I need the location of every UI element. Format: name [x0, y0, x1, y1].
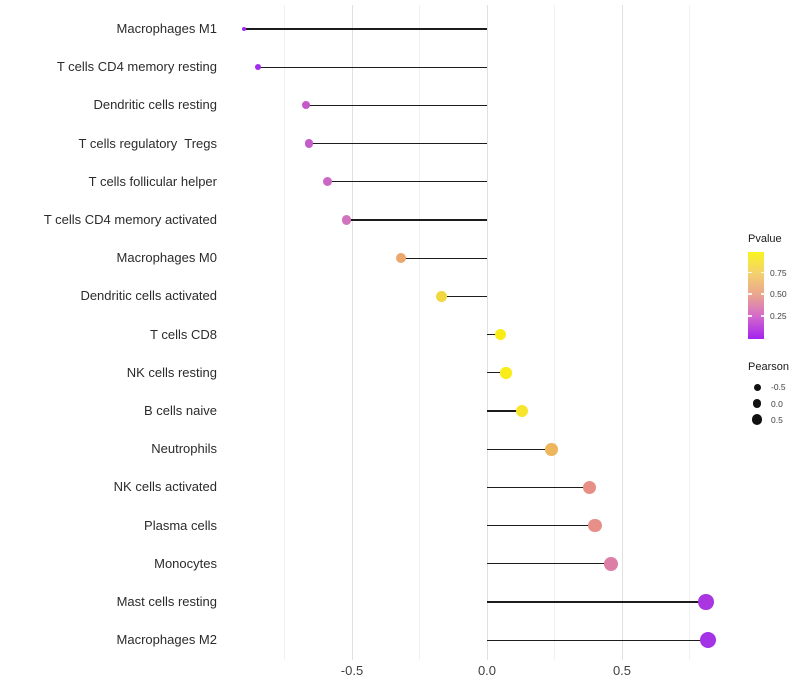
y-axis-label: T cells follicular helper [88, 173, 217, 189]
lollipop-dot [582, 480, 597, 495]
y-axis-label: Dendritic cells activated [80, 288, 217, 304]
pearson-legend-dot [752, 399, 762, 408]
pearson-legend-title: Pearson [748, 361, 789, 373]
lollipop-dot [494, 328, 507, 341]
lollipop-dot [604, 556, 619, 571]
lollipop-stem [244, 28, 487, 30]
lollipop-stem [400, 257, 487, 259]
pvalue-legend-title: Pvalue [748, 233, 782, 245]
gridline-minor [689, 5, 690, 660]
y-axis-label: B cells naive [144, 403, 217, 418]
x-axis-tick-label: 0.0 [477, 663, 497, 678]
lollipop-stem [346, 219, 487, 221]
lollipop-dot [254, 64, 261, 71]
gridline-major [351, 5, 353, 660]
lollipop-stem [441, 295, 487, 298]
lollipop-dot [395, 253, 406, 264]
pvalue-tick-mark [748, 293, 752, 295]
lollipop-dot [435, 290, 447, 302]
pearson-legend-dot [753, 383, 761, 391]
lollipop-stem [487, 524, 595, 527]
pvalue-tick-label: 0.25 [770, 311, 787, 321]
lollipop-stem [487, 448, 552, 450]
pvalue-tick-mark [760, 315, 764, 317]
lollipop-dot [516, 405, 529, 417]
y-axis-label: T cells CD4 memory activated [43, 212, 217, 227]
lollipop-dot [302, 101, 311, 110]
lollipop-stem [487, 601, 706, 603]
pearson-legend-dot [751, 414, 763, 425]
gridline-minor [419, 5, 420, 660]
y-axis-label: Macrophages M2 [116, 632, 217, 648]
y-axis-label: Plasma cells [144, 517, 217, 533]
pvalue-tick-mark [760, 293, 764, 295]
lollipop-stem [487, 333, 501, 336]
gridline-major [621, 5, 623, 660]
x-axis-tick-label: 0.5 [612, 663, 632, 678]
lollipop-dot [323, 177, 333, 187]
pvalue-tick-mark [748, 315, 752, 317]
lollipop-stem [487, 486, 590, 489]
y-axis-label: Mast cells resting [116, 594, 217, 609]
lollipop-stem [487, 410, 523, 412]
lollipop-stem [487, 639, 709, 641]
y-axis-label: Monocytes [154, 555, 217, 571]
lollipop-stem [487, 563, 612, 565]
pearson-legend-label: 0.5 [771, 414, 783, 425]
lollipop-dot [500, 367, 512, 379]
pearson-legend-label: 0.0 [771, 398, 783, 409]
lollipop-dot [304, 139, 314, 148]
y-axis-label: NK cells resting [126, 364, 217, 380]
gridline-major [486, 5, 488, 660]
gridline-minor [554, 5, 555, 660]
pvalue-tick-label: 0.50 [770, 289, 787, 299]
lollipop-stem [257, 66, 487, 68]
y-axis-label: T cells CD8 [150, 326, 217, 342]
lollipop-dot [545, 442, 559, 456]
gridline-minor [284, 5, 285, 660]
lollipop-dot [697, 594, 714, 610]
lollipop-stem [327, 181, 487, 183]
pvalue-tick-label: 0.75 [770, 267, 787, 278]
pvalue-tick-mark [760, 271, 764, 274]
y-axis-label: T cells regulatory Tregs [78, 135, 217, 151]
lollipop-stem [487, 372, 506, 374]
pvalue-gradient-bar [748, 252, 764, 339]
lollipop-dot [700, 632, 717, 649]
y-axis-label: NK cells activated [113, 479, 217, 495]
y-axis-label: Macrophages M0 [116, 250, 217, 266]
pearson-legend-label: -0.5 [771, 382, 786, 392]
y-axis-label: Dendritic cells resting [93, 97, 217, 113]
lollipop-dot [588, 518, 602, 533]
lollipop-dot [341, 215, 352, 225]
y-axis-label: T cells CD4 memory resting [56, 59, 217, 75]
lollipop-stem [306, 104, 487, 107]
lollipop-stem [308, 142, 487, 145]
y-axis-label: Neutrophils [151, 441, 217, 457]
x-axis-tick-label: -0.5 [340, 663, 364, 678]
lollipop-dot [241, 26, 247, 32]
pvalue-tick-mark [748, 271, 752, 274]
y-axis-label: Macrophages M1 [116, 21, 217, 36]
